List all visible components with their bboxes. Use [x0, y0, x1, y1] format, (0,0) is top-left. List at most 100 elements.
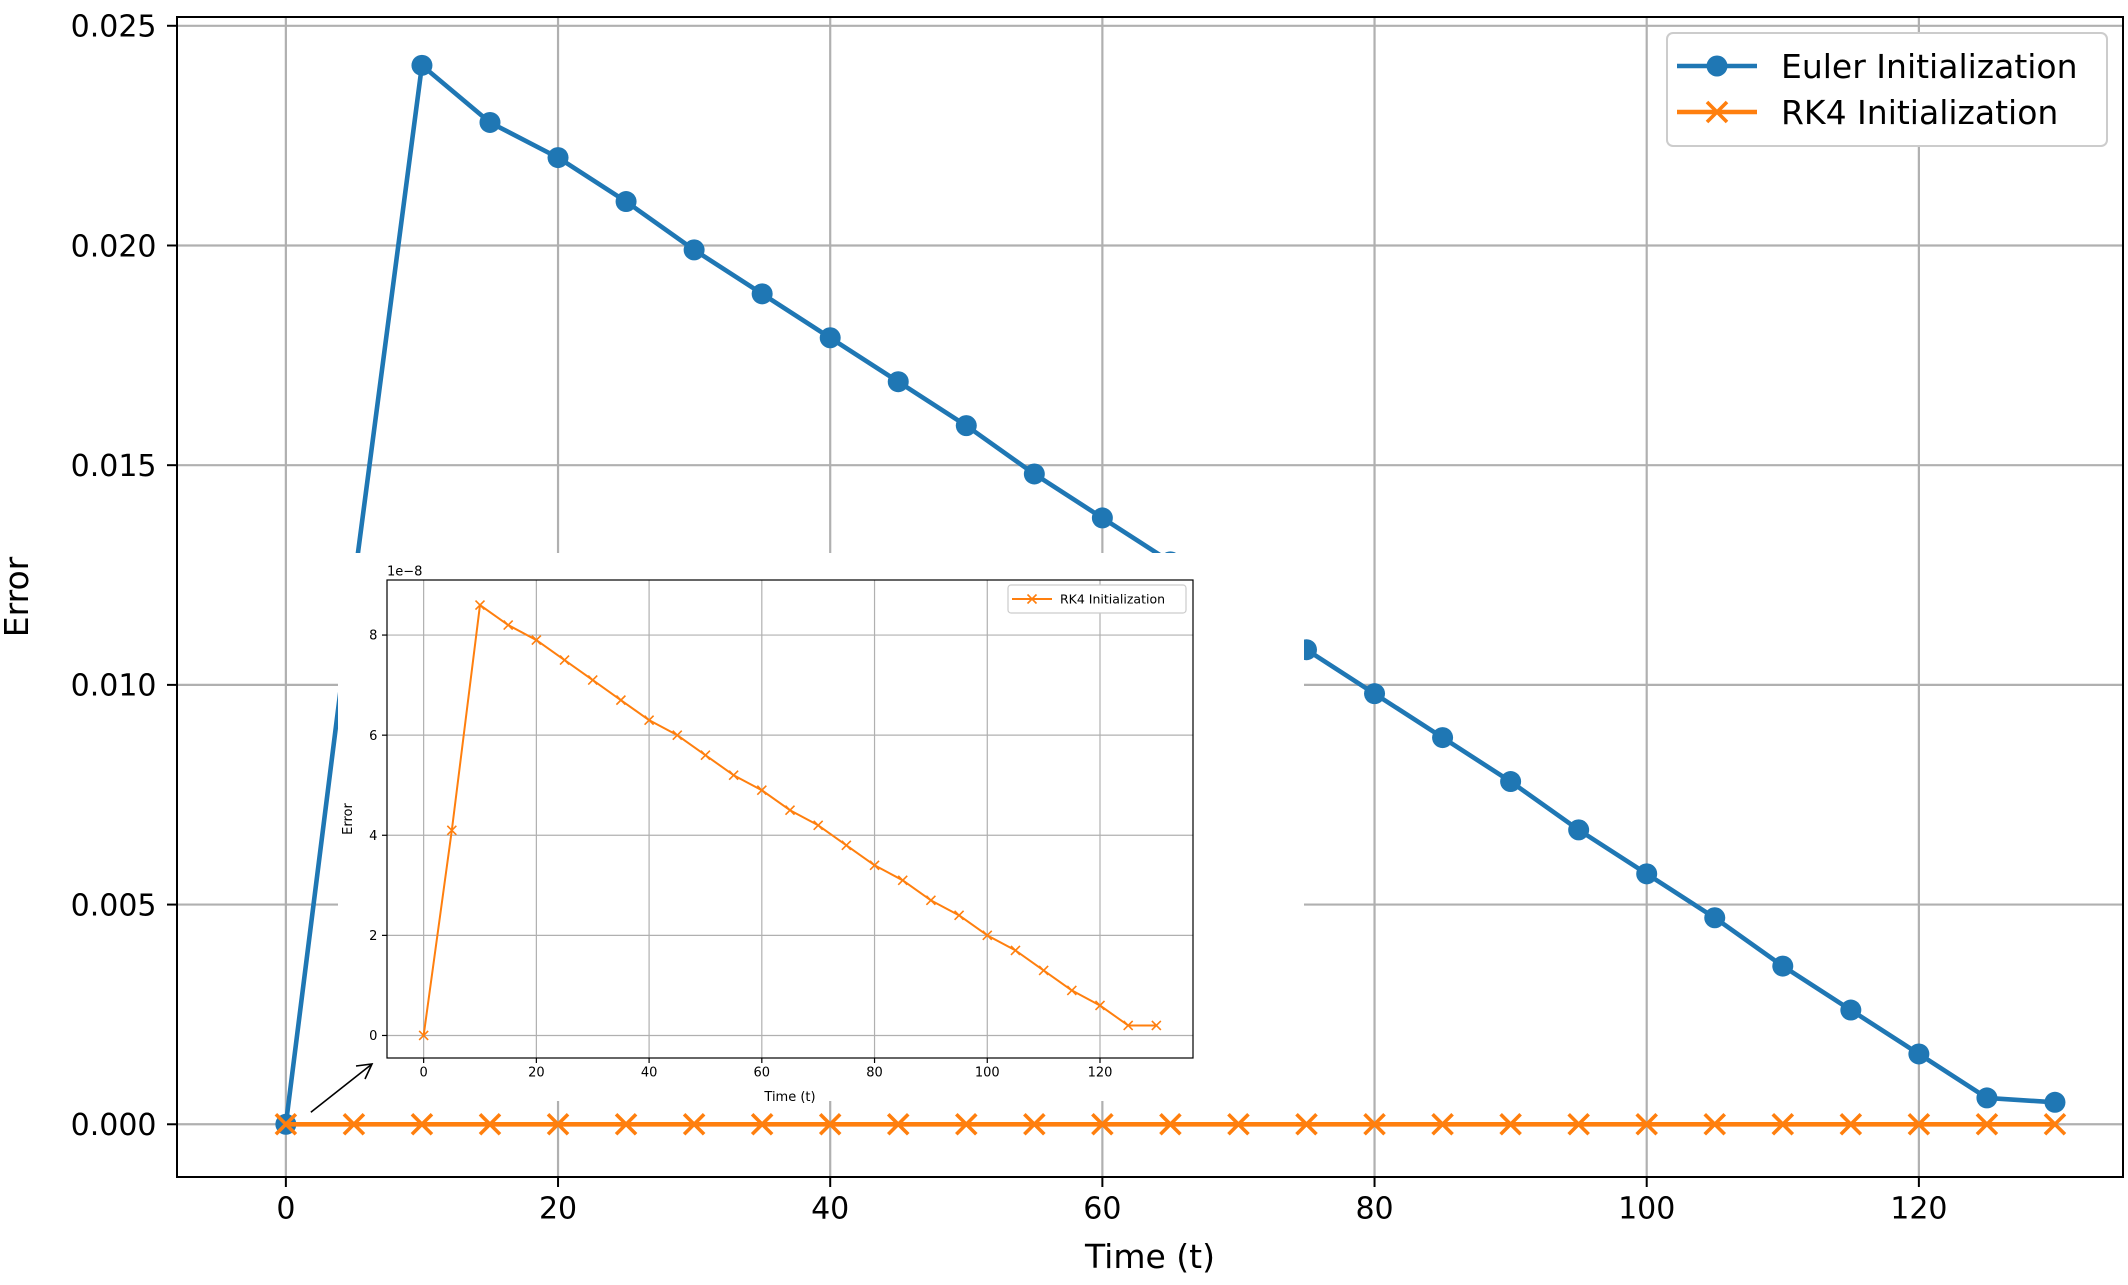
data-point [1772, 955, 1794, 977]
y-tick-label: 0.000 [71, 1108, 157, 1143]
data-point [682, 1112, 706, 1136]
inset-data-point [503, 619, 514, 631]
inset-data-point [756, 785, 767, 796]
y-tick-label: 0.020 [71, 229, 157, 264]
data-point [411, 54, 433, 76]
inset-x-tick-label: 0 [419, 1066, 427, 1081]
inset-data-point [531, 634, 542, 646]
data-point [751, 283, 773, 305]
x-tick-label: 80 [1355, 1192, 1393, 1227]
inset-data-point [954, 910, 965, 921]
data-point [1432, 727, 1454, 749]
data-point [1840, 999, 1862, 1021]
x-tick-label: 0 [276, 1192, 295, 1227]
inset-y-axis-label: Error [341, 803, 356, 835]
legend-marker [1706, 55, 1728, 77]
data-point [615, 191, 637, 213]
inset-pointer-arrowhead [355, 1063, 374, 1080]
inset-y-tick-label: 8 [369, 629, 377, 644]
inset-y-scale-label: 1e−8 [387, 564, 422, 579]
axes-frame [176, 16, 2124, 1178]
inset-data-point [1066, 985, 1077, 996]
inset-data-point [1038, 965, 1049, 976]
y-axis-label: Error [0, 556, 36, 637]
data-point [1295, 1112, 1318, 1136]
data-point [1363, 1112, 1386, 1136]
inset-axes-frame [386, 579, 1194, 1059]
inset-data-point [728, 770, 739, 781]
inset-data-point [982, 930, 993, 941]
inset-data-point [897, 875, 908, 886]
data-point [2044, 1091, 2066, 1113]
data-point [955, 1112, 978, 1136]
inset-data-point [1123, 1020, 1134, 1031]
inset-data-point [559, 655, 570, 666]
data-point [2043, 1112, 2067, 1136]
inset-x-axis-label: Time (t) [763, 1090, 815, 1105]
inset-data-point [700, 750, 711, 761]
data-point [1568, 819, 1590, 841]
inset-legend-marker [1026, 593, 1038, 605]
inset-data-point [813, 820, 824, 831]
data-point [479, 111, 501, 133]
inset-y-tick-label: 4 [369, 829, 377, 844]
inset-y-tick-label: 0 [369, 1029, 377, 1044]
x-tick-label: 100 [1618, 1192, 1675, 1227]
data-point [1567, 1112, 1590, 1136]
inset-data-point [672, 730, 683, 741]
y-tick-label: 0.010 [71, 669, 157, 704]
data-point [819, 327, 841, 349]
inset-data-point [1151, 1020, 1162, 1031]
data-point [886, 1112, 910, 1136]
data-point [1636, 863, 1658, 885]
data-point [1975, 1112, 1999, 1136]
data-point [683, 239, 705, 261]
inset-legend-box [1007, 584, 1187, 614]
inset-x-tick-label: 20 [528, 1066, 545, 1081]
legend-label: Euler Initialization [1781, 47, 2078, 86]
data-point [1908, 1043, 1930, 1065]
data-point [546, 1112, 570, 1136]
data-point [547, 147, 569, 169]
inset-pointer-arrow [310, 1063, 373, 1113]
data-point [410, 1112, 434, 1136]
y-tick-label: 0.025 [71, 10, 157, 45]
inset-x-tick-label: 40 [641, 1066, 658, 1081]
data-point [1907, 1112, 1931, 1136]
inset-x-tick-label: 80 [866, 1066, 883, 1081]
data-point [955, 415, 977, 437]
data-point [1500, 771, 1522, 793]
data-point [887, 371, 909, 393]
data-point [1159, 1112, 1182, 1136]
data-point [818, 1112, 842, 1136]
inset-x-tick-label: 120 [1088, 1066, 1113, 1081]
inset-x-tick-label: 100 [975, 1066, 1000, 1081]
legend-marker [1705, 100, 1729, 124]
x-tick-label: 120 [1890, 1192, 1947, 1227]
inset-data-point [587, 675, 598, 686]
data-point [1023, 463, 1045, 485]
inset-y-tick-label: 2 [369, 929, 377, 944]
inset-data-point [784, 805, 796, 816]
data-point [1635, 1112, 1658, 1136]
y-tick-label: 0.015 [71, 449, 157, 484]
data-point [1431, 1112, 1454, 1136]
inset-axes-background [387, 580, 1193, 1058]
inset-data-point [1094, 1000, 1106, 1011]
inset-plot: 0 20 40 60 80 100 120 0 2 4 6 8 Time (t) Error 1e−8 RK4… [310, 553, 1304, 1113]
data-point [1499, 1112, 1522, 1136]
data-point [1364, 683, 1386, 705]
inset-data-point [1010, 945, 1021, 956]
inset-legend-label: RK4 Initialization [1060, 592, 1165, 607]
data-point [1839, 1112, 1863, 1136]
inset-data-point [925, 895, 936, 906]
data-point [750, 1112, 774, 1136]
data-point [1976, 1087, 1998, 1109]
inset-x-tick-label: 60 [754, 1066, 771, 1081]
inset-data-point [418, 1030, 429, 1041]
data-point [1227, 1112, 1250, 1136]
x-axis-label: Time (t) [1084, 1237, 1215, 1276]
data-point [614, 1112, 638, 1136]
